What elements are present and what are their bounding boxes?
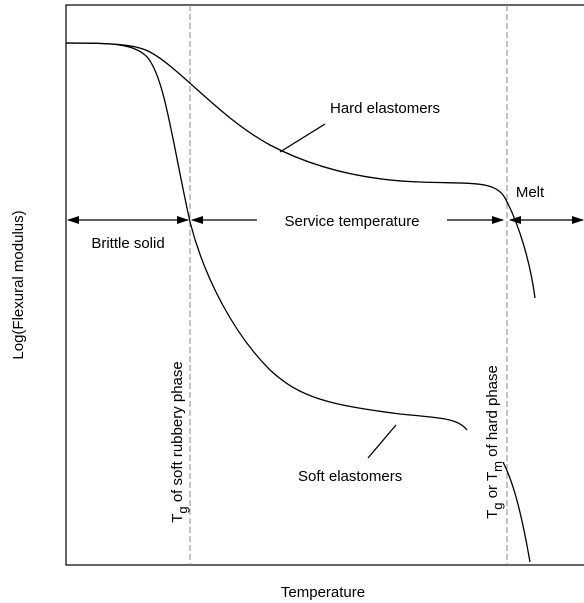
soft-curve-melt [502,461,531,563]
subscript: g [175,506,190,513]
label-part: of hard phase [484,365,501,461]
hard-phase-label: Tg or Tm of hard phase [484,365,505,519]
label-part: or T [484,472,501,503]
x-axis-label: Temperature [281,584,365,601]
label-part: of soft rubbery phase [169,361,186,506]
service-label: Service temperature [284,213,419,230]
label-part: T [169,514,186,523]
melt-label: Melt [516,184,545,201]
plot-frame [65,4,584,566]
y-axis-label: Log(Flexural modulus) [10,210,27,359]
subscript: m [490,461,505,472]
label-part: T [484,510,501,519]
brittle-label: Brittle solid [91,235,164,252]
soft-curve [65,42,468,431]
leader-line [367,424,397,459]
soft-phase-label: Tg of soft rubbery phase [169,361,190,523]
leader-line [279,123,326,153]
subscript: g [490,502,505,509]
hard-label: Hard elastomers [330,100,440,117]
soft-label: Soft elastomers [298,468,402,485]
hard-curve [65,42,536,299]
label-background [257,209,447,231]
